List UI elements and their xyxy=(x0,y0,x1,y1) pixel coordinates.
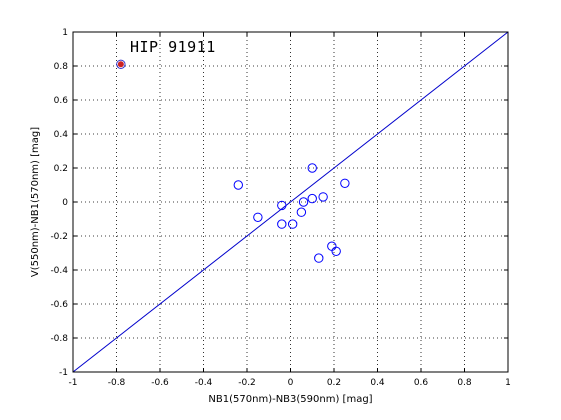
y-tick-label: 0.8 xyxy=(54,62,69,72)
highlighted-point-ring xyxy=(116,59,126,70)
data-point xyxy=(314,253,324,263)
x-tick-label: -1 xyxy=(69,378,78,388)
y-tick-label: 1 xyxy=(62,28,68,38)
data-point xyxy=(327,241,337,251)
x-tick-label: 0.6 xyxy=(414,378,429,388)
reference-line-layer xyxy=(72,31,509,373)
data-point xyxy=(277,200,287,211)
annotation-label: HIP 91911 xyxy=(130,38,216,56)
data-point xyxy=(318,192,328,202)
y-tick-label: -0.2 xyxy=(50,232,68,242)
x-tick-label: -0.8 xyxy=(108,378,126,388)
data-point xyxy=(340,178,350,189)
y-tick-label: -0.4 xyxy=(50,266,68,276)
data-point xyxy=(307,193,317,204)
x-tick-label: 0.2 xyxy=(327,378,341,388)
data-point xyxy=(287,219,298,229)
grid xyxy=(73,32,508,372)
highlighted-point xyxy=(117,61,124,68)
x-tick-label: 0 xyxy=(288,378,294,388)
y-tick-label: -1 xyxy=(59,368,68,378)
x-axis-label: NB1(570nm)-NB3(590nm) [mag] xyxy=(208,394,372,405)
y-axis-label: V(550nm)-NB1(570nm) [mag] xyxy=(30,127,41,277)
points-layer xyxy=(116,59,350,263)
y-tick-label: 0.6 xyxy=(54,96,69,106)
data-point xyxy=(233,180,244,190)
x-tick-label: -0.4 xyxy=(195,378,213,388)
x-tick-label: 0.8 xyxy=(457,378,472,388)
data-point xyxy=(277,219,287,229)
data-point xyxy=(331,246,341,257)
y-tick-label: 0.4 xyxy=(54,130,69,140)
data-point xyxy=(298,197,309,207)
reference-line xyxy=(72,31,509,373)
data-point xyxy=(253,212,263,223)
x-tick-label: -0.2 xyxy=(238,378,256,388)
y-tick-label: -0.6 xyxy=(50,300,68,310)
y-tick-label: -0.8 xyxy=(50,334,68,344)
x-tick-label: -0.6 xyxy=(151,378,169,388)
data-point xyxy=(307,163,317,173)
x-tick-label: 1 xyxy=(505,378,511,388)
y-tick-label: 0.2 xyxy=(54,164,68,174)
x-tick-label: 0.4 xyxy=(370,378,385,388)
y-tick-label: 0 xyxy=(62,198,68,208)
data-point xyxy=(296,207,307,217)
ticks: -1 -0.8 -0.6 -0.4 -0.2 0 0.2 0.4 0.6 0.8 1 -1 -0.8 -0… xyxy=(50,28,510,388)
